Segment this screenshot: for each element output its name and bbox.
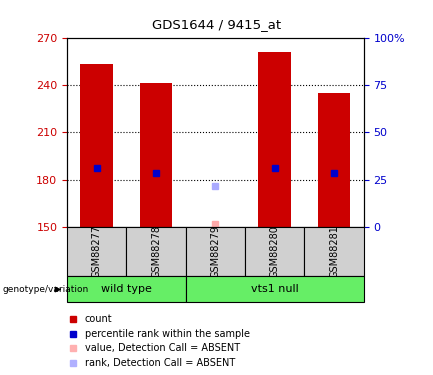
Bar bbox=[245, 227, 304, 276]
Bar bbox=[318, 93, 350, 227]
Bar bbox=[126, 227, 186, 276]
Bar bbox=[67, 227, 126, 276]
Bar bbox=[186, 227, 245, 276]
Text: wild type: wild type bbox=[101, 284, 152, 294]
Text: GSM88280: GSM88280 bbox=[270, 225, 280, 278]
Text: GSM88278: GSM88278 bbox=[151, 225, 161, 278]
Text: GSM88277: GSM88277 bbox=[92, 225, 102, 278]
Text: GSM88279: GSM88279 bbox=[210, 225, 220, 278]
Bar bbox=[140, 83, 172, 227]
Text: GDS1644 / 9415_at: GDS1644 / 9415_at bbox=[152, 18, 281, 31]
Bar bbox=[67, 276, 186, 302]
Text: genotype/variation: genotype/variation bbox=[2, 285, 88, 294]
Bar bbox=[186, 276, 364, 302]
Text: GSM88281: GSM88281 bbox=[329, 225, 339, 278]
Bar bbox=[81, 64, 113, 227]
Text: count: count bbox=[85, 314, 113, 324]
Text: value, Detection Call = ABSENT: value, Detection Call = ABSENT bbox=[85, 343, 240, 353]
Text: percentile rank within the sample: percentile rank within the sample bbox=[85, 329, 250, 339]
Bar bbox=[259, 52, 291, 227]
Text: vts1 null: vts1 null bbox=[251, 284, 299, 294]
Text: rank, Detection Call = ABSENT: rank, Detection Call = ABSENT bbox=[85, 358, 235, 368]
Bar bbox=[304, 227, 364, 276]
